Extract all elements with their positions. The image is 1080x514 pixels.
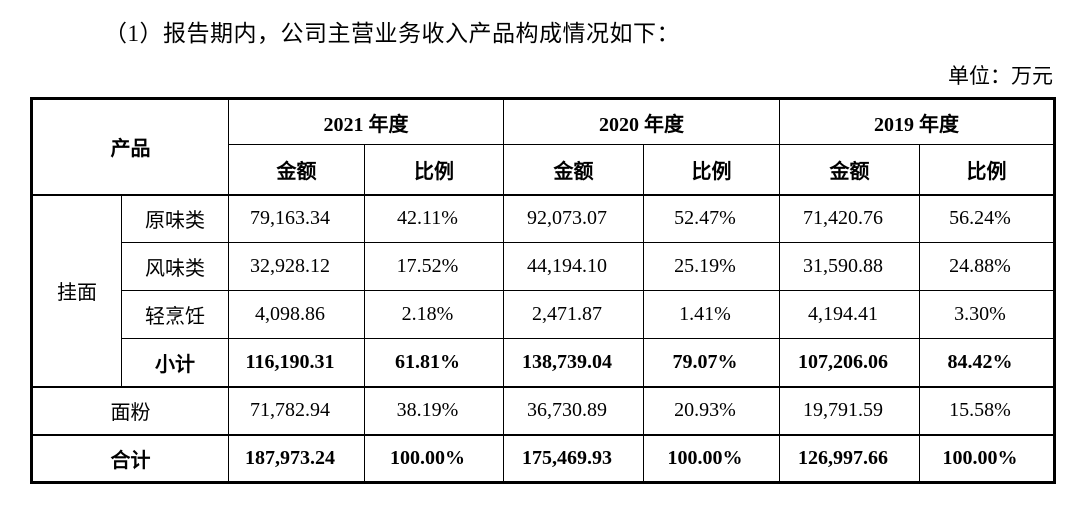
header-year-2021: 2021 年度 bbox=[228, 98, 504, 145]
row-label: 轻烹饪 bbox=[121, 290, 229, 339]
header-ratio-2021: 比例 bbox=[364, 144, 504, 195]
ratio-2019: 84.42% bbox=[919, 338, 1055, 387]
amount-2021: 71,782.94 bbox=[228, 385, 365, 435]
row-label: 小计 bbox=[121, 338, 229, 387]
header-product: 产品 bbox=[31, 98, 229, 195]
row-label: 风味类 bbox=[121, 242, 229, 291]
ratio-2021: 61.81% bbox=[364, 338, 504, 387]
amount-2021: 116,190.31 bbox=[228, 338, 365, 387]
row-label: 原味类 bbox=[121, 193, 229, 243]
header-amount-2019: 金额 bbox=[779, 144, 920, 195]
table-row-original: 挂面 原味类 79,163.34 42.11% 92,073.07 52.47%… bbox=[31, 193, 1055, 387]
header-row-years: 产品 2021 年度 2020 年度 2019 年度 bbox=[31, 98, 1055, 195]
ratio-2019: 100.00% bbox=[919, 433, 1055, 483]
header-year-2020: 2020 年度 bbox=[503, 98, 780, 145]
amount-2021: 79,163.34 bbox=[228, 193, 365, 243]
ratio-2021: 100.00% bbox=[364, 433, 504, 483]
unit-label: 单位：万元 bbox=[948, 64, 1053, 88]
header-year-2019: 2019 年度 bbox=[779, 98, 1055, 145]
ratio-2021: 17.52% bbox=[364, 242, 504, 291]
amount-2020: 44,194.10 bbox=[503, 242, 644, 291]
amount-2021: 4,098.86 bbox=[228, 290, 365, 339]
amount-2019: 31,590.88 bbox=[779, 242, 920, 291]
ratio-2020: 52.47% bbox=[643, 193, 780, 243]
amount-2019: 71,420.76 bbox=[779, 193, 920, 243]
ratio-2019: 24.88% bbox=[919, 242, 1055, 291]
ratio-2019: 15.58% bbox=[919, 385, 1055, 435]
amount-2020: 36,730.89 bbox=[503, 385, 644, 435]
ratio-2020: 79.07% bbox=[643, 338, 780, 387]
header-ratio-2019: 比例 bbox=[919, 144, 1055, 195]
group-label-noodles: 挂面 bbox=[31, 193, 122, 387]
ratio-2020: 20.93% bbox=[643, 385, 780, 435]
amount-2021: 187,973.24 bbox=[228, 433, 365, 483]
table-row-flavored: 风味类 32,928.12 17.52% 44,194.10 25.19% 31… bbox=[32, 242, 1055, 291]
amount-2020: 2,471.87 bbox=[503, 290, 644, 339]
amount-2021: 32,928.12 bbox=[228, 242, 365, 291]
table-row-subtotal: 小计 116,190.31 61.81% 138,739.04 79.07% 1… bbox=[32, 338, 1055, 387]
amount-2019: 107,206.06 bbox=[779, 338, 920, 387]
amount-2020: 175,469.93 bbox=[503, 433, 644, 483]
ratio-2021: 38.19% bbox=[364, 385, 504, 435]
ratio-2020: 100.00% bbox=[643, 433, 780, 483]
ratio-2020: 1.41% bbox=[643, 290, 780, 339]
row-label: 面粉 bbox=[31, 385, 229, 435]
section-title: （1）报告期内，公司主营业务收入产品构成情况如下： bbox=[104, 21, 680, 46]
table-row-total: 合计 187,973.24 100.00% 175,469.93 100.00%… bbox=[31, 433, 1055, 483]
header-amount-2021: 金额 bbox=[228, 144, 365, 195]
table-row-flour: 面粉 71,782.94 38.19% 36,730.89 20.93% 19,… bbox=[31, 385, 1055, 435]
table-row-light-cooking: 轻烹饪 4,098.86 2.18% 2,471.87 1.41% 4,194.… bbox=[32, 290, 1055, 339]
amount-2019: 4,194.41 bbox=[779, 290, 920, 339]
amount-2020: 138,739.04 bbox=[503, 338, 644, 387]
ratio-2019: 3.30% bbox=[919, 290, 1055, 339]
amount-2020: 92,073.07 bbox=[503, 193, 644, 243]
header-ratio-2020: 比例 bbox=[643, 144, 780, 195]
header-amount-2020: 金额 bbox=[503, 144, 644, 195]
amount-2019: 126,997.66 bbox=[779, 433, 920, 483]
ratio-2019: 56.24% bbox=[919, 193, 1055, 243]
ratio-2020: 25.19% bbox=[643, 242, 780, 291]
header-row-metrics: 金额 比例 金额 比例 金额 比例 bbox=[32, 144, 1055, 195]
amount-2019: 19,791.59 bbox=[779, 385, 920, 435]
ratio-2021: 2.18% bbox=[364, 290, 504, 339]
row-label: 合计 bbox=[31, 433, 229, 483]
ratio-2021: 42.11% bbox=[364, 193, 504, 243]
revenue-composition-table: 产品 2021 年度 2020 年度 2019 年度 金额 比例 金额 比例 金… bbox=[30, 97, 1056, 484]
